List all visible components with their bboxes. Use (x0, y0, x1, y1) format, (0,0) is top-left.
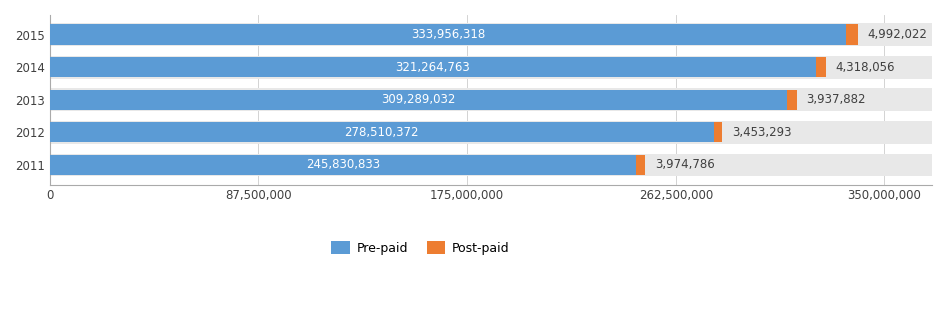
Text: 333,956,318: 333,956,318 (410, 28, 485, 41)
Bar (50, 122, 713, 143)
Bar (845, 24, 857, 45)
Bar (50, 90, 786, 110)
Text: 245,830,833: 245,830,833 (306, 159, 380, 171)
Bar (786, 90, 796, 110)
Text: 3,937,882: 3,937,882 (805, 93, 864, 106)
Bar (50, 88, 931, 111)
Legend: Pre-paid, Post-paid: Pre-paid, Post-paid (326, 236, 514, 260)
Bar (50, 154, 931, 176)
Bar (635, 155, 645, 175)
Bar (50, 57, 815, 77)
Text: 321,264,763: 321,264,763 (395, 61, 469, 74)
Text: 4,318,056: 4,318,056 (835, 61, 894, 74)
Bar (50, 155, 635, 175)
Text: 3,974,786: 3,974,786 (654, 159, 714, 171)
Text: 309,289,032: 309,289,032 (381, 93, 455, 106)
Bar (815, 57, 825, 77)
Bar (713, 122, 722, 143)
Bar (50, 56, 931, 79)
Text: 278,510,372: 278,510,372 (345, 126, 419, 139)
Text: 4,992,022: 4,992,022 (866, 28, 926, 41)
Bar (50, 24, 845, 45)
Text: 3,453,293: 3,453,293 (731, 126, 790, 139)
Bar (50, 23, 931, 46)
Bar (50, 121, 931, 144)
